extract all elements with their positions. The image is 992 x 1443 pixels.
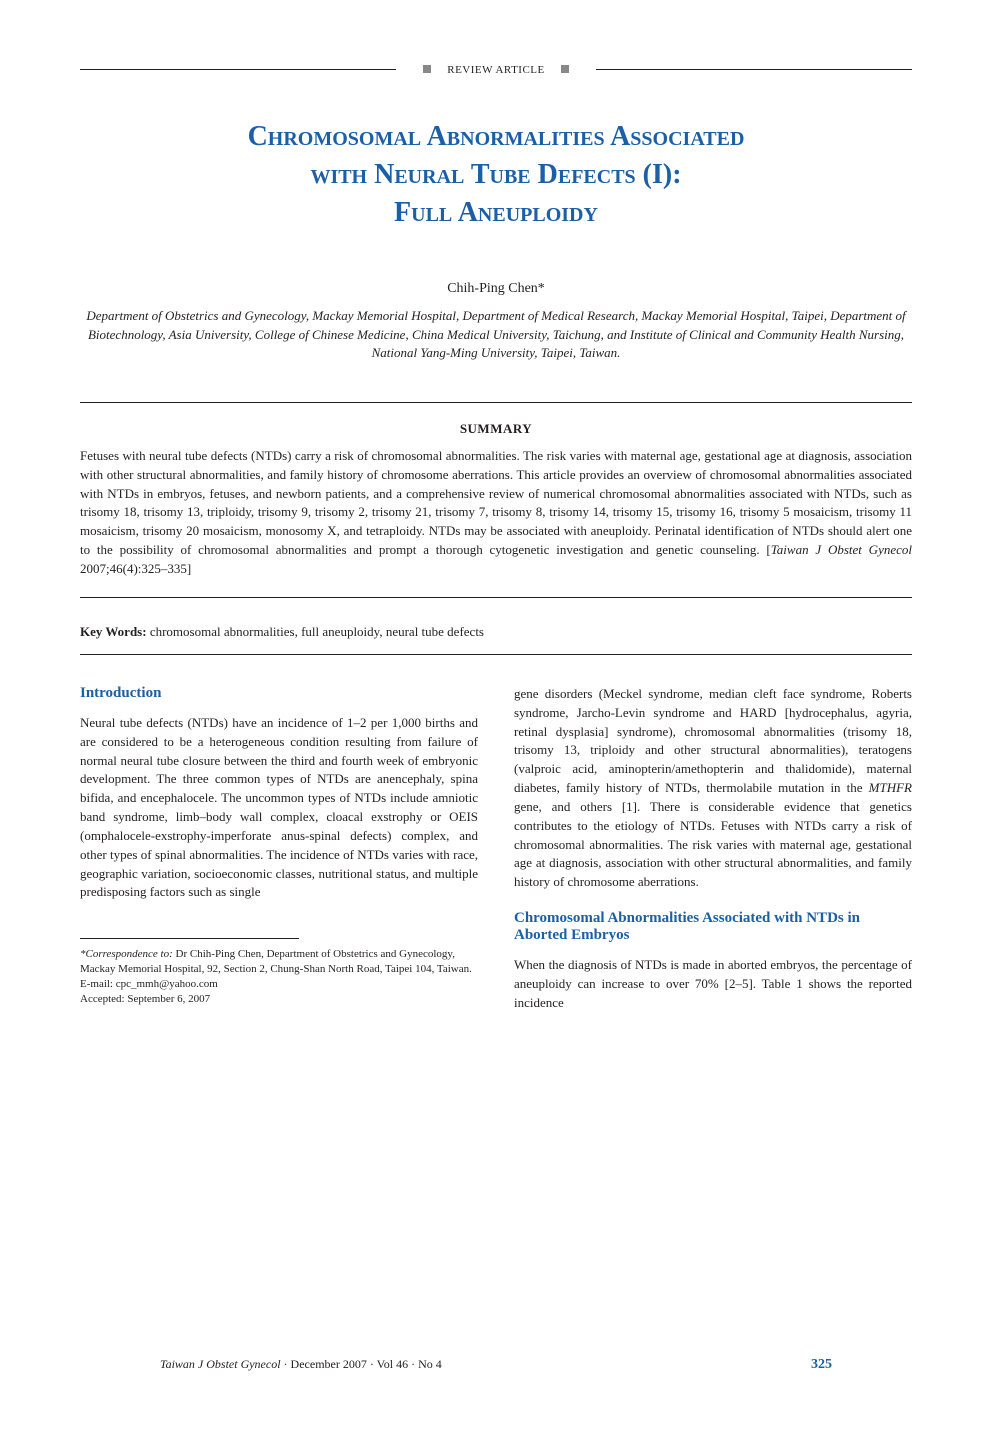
article-title: Chromosomal Abnormalities Associated wit…: [80, 118, 912, 231]
keywords-row: Key Words: chromosomal abnormalities, fu…: [80, 614, 912, 655]
footer-page-number: 325: [811, 1357, 832, 1373]
footnote-rule: [80, 938, 299, 939]
footer-journal-name: Taiwan J Obstet Gynecol: [160, 1357, 281, 1371]
introduction-paragraph-left: Neural tube defects (NTDs) have an incid…: [80, 714, 478, 902]
gene-name: MTHFR: [869, 780, 912, 795]
intro-right-after-gene: gene, and others [1]. There is considera…: [514, 799, 912, 889]
section2-heading: Chromosomal Abnormalities Associated wit…: [514, 910, 912, 944]
keywords-label: Key Words:: [80, 624, 147, 639]
section-label-bar: REVIEW ARTICLE: [80, 60, 912, 78]
footer-journal: Taiwan J Obstet Gynecol · December 2007 …: [160, 1357, 442, 1373]
summary-body: Fetuses with neural tube defects (NTDs) …: [80, 448, 912, 557]
summary-citation-tail: 2007;46(4):325–335]: [80, 561, 191, 576]
section-label: REVIEW ARTICLE: [439, 64, 553, 76]
title-line-1: Chromosomal Abnormalities Associated: [248, 121, 745, 152]
two-column-body: Introduction Neural tube defects (NTDs) …: [80, 685, 912, 1027]
right-column: gene disorders (Meckel syndrome, median …: [514, 685, 912, 1027]
footer-issue: · December 2007 · Vol 46 · No 4: [281, 1357, 442, 1371]
page-footer: Taiwan J Obstet Gynecol · December 2007 …: [160, 1357, 832, 1373]
correspondence-footnote: *Correspondence to: Dr Chih-Ping Chen, D…: [80, 947, 478, 1006]
introduction-paragraph-right: gene disorders (Meckel syndrome, median …: [514, 685, 912, 892]
correspondence-label: *Correspondence to:: [80, 948, 173, 960]
introduction-heading: Introduction: [80, 685, 478, 702]
decor-box-right: [561, 65, 569, 73]
decor-box-left: [423, 65, 431, 73]
accepted-date: Accepted: September 6, 2007: [80, 993, 210, 1005]
correspondence-email: E-mail: cpc_mmh@yahoo.com: [80, 978, 218, 990]
intro-right-before-gene: gene disorders (Meckel syndrome, median …: [514, 686, 912, 795]
keywords-text: chromosomal abnormalities, full aneuploi…: [147, 624, 484, 639]
section2-paragraph: When the diagnosis of NTDs is made in ab…: [514, 956, 912, 1013]
left-column: Introduction Neural tube defects (NTDs) …: [80, 685, 478, 1027]
author-name: Chih-Ping Chen*: [80, 281, 912, 297]
summary-text: Fetuses with neural tube defects (NTDs) …: [80, 447, 912, 579]
author-affiliation: Department of Obstetrics and Gynecology,…: [80, 307, 912, 362]
summary-citation: Taiwan J Obstet Gynecol: [771, 542, 912, 557]
title-line-3: Full Aneuploidy: [394, 197, 598, 228]
summary-block: SUMMARY Fetuses with neural tube defects…: [80, 402, 912, 598]
summary-heading: SUMMARY: [80, 421, 912, 437]
title-line-2: with Neural Tube Defects (I):: [310, 159, 681, 190]
